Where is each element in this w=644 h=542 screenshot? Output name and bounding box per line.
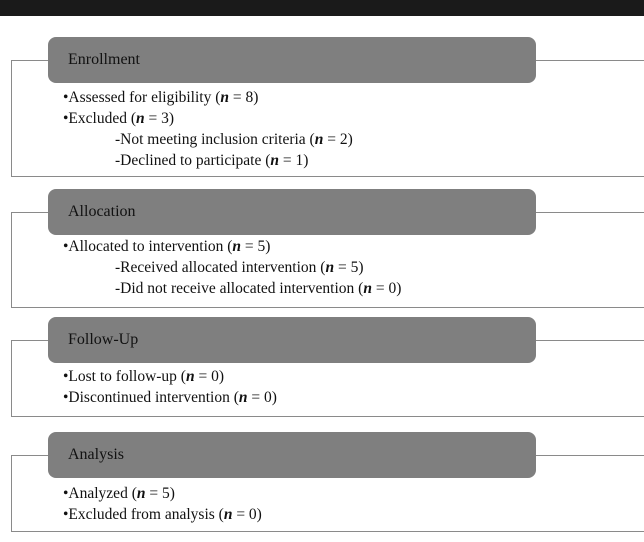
- followup-items: •Lost to follow-up (n = 0) •Discontinued…: [63, 366, 277, 408]
- allocation-frame: [11, 212, 644, 308]
- followup-frame: [11, 340, 644, 417]
- allocation-header: Allocation: [48, 189, 536, 235]
- followup-title: Follow-Up: [68, 331, 139, 348]
- enrollment-header: Enrollment: [48, 37, 536, 83]
- top-bar: [0, 0, 644, 16]
- enrollment-item-excluded: •Excluded (n = 3): [63, 110, 175, 127]
- followup-item-lost: •Lost to follow-up (n = 0): [63, 368, 224, 385]
- analysis-item-excluded: •Excluded from analysis (n = 0): [63, 506, 262, 523]
- enrollment-item-declined: -Declined to participate (n = 1): [115, 152, 309, 169]
- enrollment-title: Enrollment: [68, 51, 140, 68]
- enrollment-items: •Assessed for eligibility (n = 8) •Exclu…: [63, 87, 353, 171]
- followup-item-discontinued: •Discontinued intervention (n = 0): [63, 389, 277, 406]
- followup-header: Follow-Up: [48, 317, 536, 363]
- enrollment-item-not-meeting-criteria: -Not meeting inclusion criteria (n = 2): [115, 131, 353, 148]
- allocation-item-allocated: •Allocated to intervention (n = 5): [63, 238, 271, 255]
- allocation-item-not-received: -Did not receive allocated intervention …: [115, 280, 402, 297]
- enrollment-frame: [11, 60, 644, 177]
- analysis-items: •Analyzed (n = 5) •Excluded from analysi…: [63, 483, 262, 525]
- analysis-frame: [11, 455, 644, 532]
- allocation-item-received: -Received allocated intervention (n = 5): [115, 259, 364, 276]
- allocation-title: Allocation: [68, 203, 136, 220]
- enrollment-item-assessed: •Assessed for eligibility (n = 8): [63, 89, 259, 106]
- analysis-item-analyzed: •Analyzed (n = 5): [63, 485, 175, 502]
- analysis-header: Analysis: [48, 432, 536, 478]
- allocation-items: •Allocated to intervention (n = 5) -Rece…: [63, 236, 401, 299]
- analysis-title: Analysis: [68, 446, 124, 463]
